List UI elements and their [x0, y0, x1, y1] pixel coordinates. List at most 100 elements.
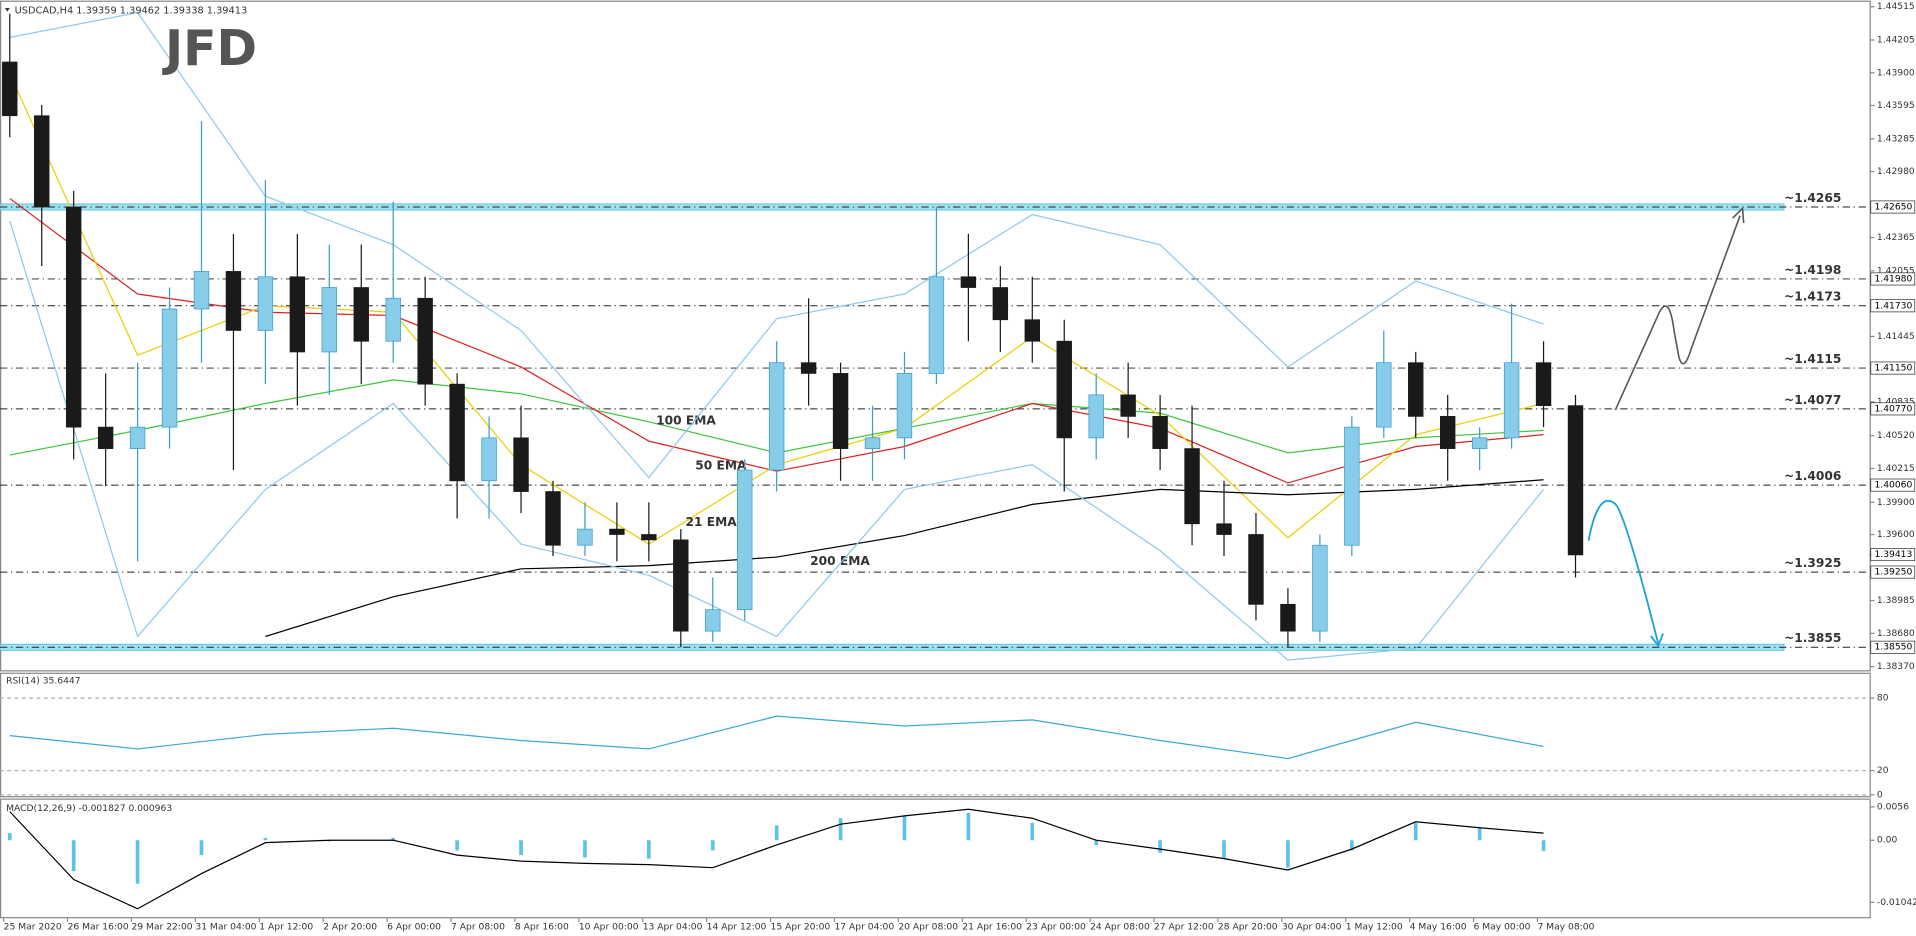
- macd-bar: [1413, 822, 1418, 841]
- x-tick-label: 27 Apr 12:00: [1154, 921, 1214, 932]
- x-tick-label: 21 Apr 16:00: [962, 921, 1022, 932]
- candle-body: [1184, 448, 1200, 525]
- candle-body: [1376, 362, 1392, 428]
- candle-body: [545, 491, 561, 546]
- x-tick-label: 2 Apr 20:00: [323, 921, 377, 932]
- series-label: 100 EMA: [656, 413, 716, 427]
- y-tick-label: 1.42055: [1877, 265, 1915, 276]
- price-tag: 1.41980: [1874, 273, 1912, 284]
- level-annotation: ~1.4198: [1784, 263, 1841, 277]
- series-label: 200 EMA: [810, 554, 870, 568]
- candle-body: [1088, 394, 1104, 439]
- candle-body: [129, 426, 146, 449]
- level-annotation: ~1.3855: [1784, 631, 1841, 645]
- x-tick-label: 6 Apr 00:00: [387, 921, 441, 932]
- y-tick-label: 1.39600: [1877, 529, 1915, 540]
- price-tag: 1.41730: [1874, 300, 1912, 311]
- macd-bar: [519, 840, 523, 856]
- y-tick-label: 0: [1877, 789, 1883, 800]
- candle-body: [673, 539, 689, 632]
- logo: JFD: [162, 20, 257, 77]
- symbol-header: USDCAD,H4 1.39359 1.39462 1.39338 1.3941…: [15, 5, 248, 16]
- candle-body: [705, 609, 721, 632]
- price-tag: 1.39250: [1874, 567, 1912, 578]
- candle-body: [864, 437, 881, 449]
- candle-body: [321, 287, 338, 353]
- y-tick-label: 1.43285: [1877, 133, 1915, 144]
- price-tag-box: [1870, 272, 1916, 286]
- x-tick-label: 15 Apr 20:00: [771, 921, 831, 932]
- candle-body: [609, 528, 625, 535]
- y-tick-label: 0.0056: [1877, 801, 1909, 812]
- x-tick-label: 26 Mar 16:00: [68, 921, 129, 932]
- candle-body: [960, 276, 977, 288]
- level-annotation: ~1.4077: [1784, 393, 1841, 407]
- macd-bar: [263, 837, 268, 841]
- x-tick-label: 17 Apr 04:00: [834, 921, 894, 932]
- y-tick-label: 1.40215: [1877, 463, 1915, 474]
- x-tick-label: 28 Apr 20:00: [1218, 921, 1278, 932]
- indicator-line: [9, 220, 1545, 661]
- rsi-panel: [0, 672, 1871, 798]
- price-tag-box: [1870, 361, 1916, 375]
- y-tick-label: 1.39900: [1877, 497, 1915, 508]
- arrow-head: [1732, 206, 1745, 224]
- candle-body: [800, 362, 817, 374]
- price-tag-box: [1870, 402, 1916, 416]
- price-tag: 1.38550: [1874, 642, 1912, 653]
- candle-body: [481, 437, 497, 482]
- price-tag-box: [1870, 478, 1916, 492]
- candle-body: [1024, 319, 1040, 342]
- x-tick-label: 30 Apr 04:00: [1282, 921, 1342, 932]
- x-tick-label: 13 Apr 04:00: [643, 921, 703, 932]
- macd-bar: [647, 840, 651, 859]
- candle-body: [896, 373, 913, 439]
- candle-body: [417, 297, 433, 385]
- candle-body: [34, 115, 50, 208]
- indicator-line: [265, 479, 1544, 638]
- y-tick-label: 1.41445: [1877, 331, 1915, 342]
- candle-body: [737, 469, 753, 611]
- y-tick-label: 80: [1877, 693, 1889, 704]
- candle-body: [353, 287, 369, 342]
- x-tick-label: 8 Apr 16:00: [515, 921, 569, 932]
- macd-bar: [966, 812, 971, 841]
- candle-body: [1567, 405, 1584, 556]
- y-tick-label: 1.44515: [1877, 1, 1915, 12]
- macd-bar: [902, 815, 907, 841]
- x-tick-label: 4 May 16:00: [1410, 921, 1467, 932]
- y-tick-label: 1.40520: [1877, 430, 1915, 441]
- x-tick-label: 23 Apr 00:00: [1026, 921, 1086, 932]
- collapse-icon[interactable]: [4, 7, 10, 12]
- x-tick-label: 1 May 12:00: [1346, 921, 1403, 932]
- candle-body: [449, 383, 465, 482]
- rsi-line: [9, 715, 1544, 760]
- macd-signal: [9, 808, 1544, 910]
- candle-body: [1503, 362, 1520, 439]
- candle-body: [768, 362, 785, 471]
- candle-body: [1152, 416, 1168, 449]
- candle-body: [65, 206, 82, 428]
- macd-bar: [391, 837, 396, 841]
- candle-body: [2, 61, 18, 117]
- candle-body: [832, 373, 849, 449]
- candle-body: [161, 308, 178, 428]
- y-tick-label: 1.43595: [1877, 100, 1915, 111]
- macd-bar: [1158, 840, 1162, 853]
- macd-bar: [1030, 822, 1035, 841]
- arrow-head: [1650, 633, 1664, 648]
- series-label: 21 EMA: [686, 515, 738, 529]
- x-tick-label: 25 Mar 2020: [4, 921, 62, 932]
- x-tick-label: 24 Apr 08:00: [1090, 921, 1150, 932]
- bearish-scenario-arrow: [1587, 499, 1660, 644]
- y-tick-label: 20: [1877, 765, 1889, 776]
- level-annotation: ~1.4006: [1784, 469, 1841, 483]
- y-tick-label: 1.44205: [1877, 35, 1915, 46]
- candle-body: [1120, 394, 1136, 417]
- y-tick-label: 1.38985: [1877, 595, 1915, 606]
- x-tick-label: 20 Apr 08:00: [898, 921, 958, 932]
- macd-bar: [710, 840, 715, 851]
